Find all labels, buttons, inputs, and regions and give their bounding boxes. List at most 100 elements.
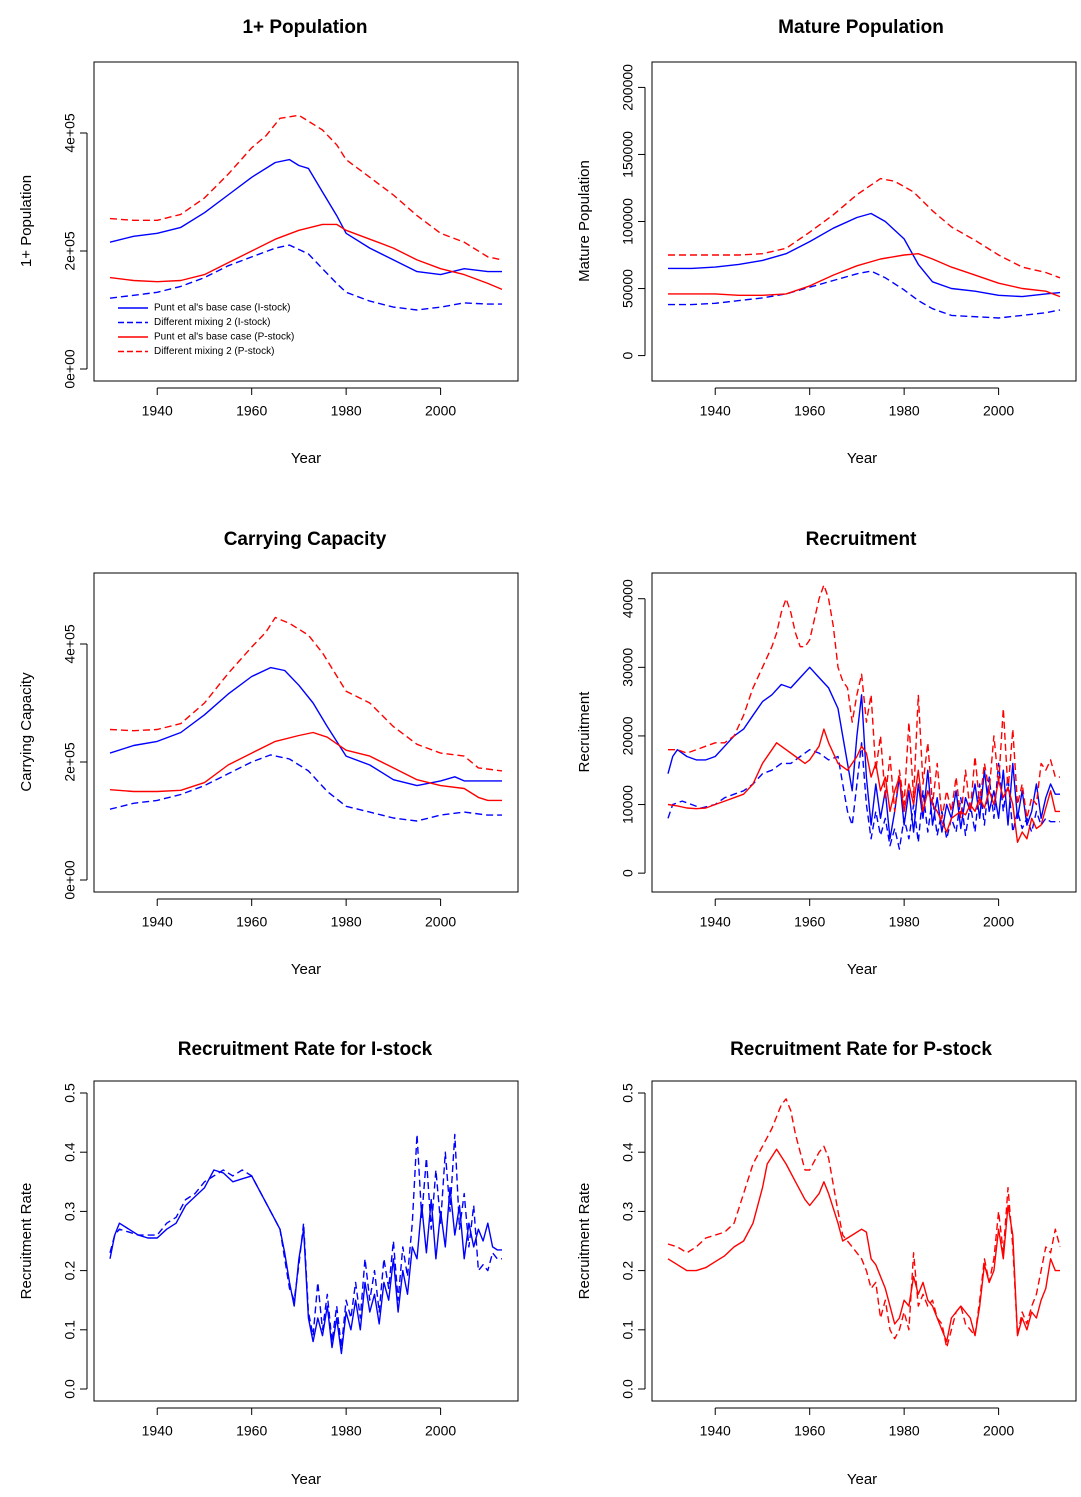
x-axis: 1940 1960 1980 2000 <box>700 898 1014 930</box>
series-line-different-mixing-2-i-stock <box>109 1133 502 1349</box>
series-line-punt-et-al-s-base-case-i-stock <box>109 158 502 276</box>
x-tick-label: 2000 <box>983 914 1014 930</box>
x-tick-label: 1940 <box>142 1423 173 1439</box>
y-axis-label: Recruitment Rate <box>18 1183 35 1300</box>
y-axis-label: Carrying Capacity <box>18 672 35 792</box>
legend: Punt et al's base case (I-stock) Differen… <box>118 303 294 357</box>
y-tick-label: 4e+05 <box>62 624 78 664</box>
x-axis: 1940 1960 1980 2000 <box>142 898 456 930</box>
x-axis-label: Year <box>291 450 321 467</box>
chart-title: Recruitment Rate for P-stock <box>730 1039 992 1060</box>
series-line-different-mixing-2-i-stock <box>668 270 1061 319</box>
x-tick-label: 1980 <box>331 1423 362 1439</box>
x-tick-label: 1960 <box>236 403 267 419</box>
x-tick-label: 1980 <box>889 914 920 930</box>
y-tick-label: 2e+05 <box>62 742 78 782</box>
x-axis-label: Year <box>291 1471 321 1488</box>
y-tick-label: 0.0 <box>620 1379 636 1399</box>
y-axis: 0e+00 2e+05 4e+05 <box>62 113 88 389</box>
y-tick-label: 0.5 <box>620 1083 636 1103</box>
x-tick-label: 1940 <box>142 914 173 930</box>
series-group <box>109 114 503 311</box>
x-tick-label: 1980 <box>889 1423 920 1439</box>
x-tick-label: 1960 <box>794 914 825 930</box>
y-tick-label: 0.4 <box>620 1142 636 1162</box>
series-line-punt-et-al-s-base-case-i-stock <box>109 1169 502 1355</box>
chart-panel-carrying-capacity: Carrying Capacity Year Carrying Capacity 19… <box>18 529 519 978</box>
x-axis-label: Year <box>291 961 321 978</box>
x-tick-label: 1980 <box>889 403 920 419</box>
x-tick-label: 1960 <box>794 1423 825 1439</box>
y-tick-label: 0.2 <box>620 1261 636 1281</box>
y-axis-label: Recruitment Rate <box>576 1183 593 1300</box>
y-tick-label: 0.1 <box>620 1320 636 1340</box>
y-tick-label: 0e+00 <box>62 860 78 900</box>
y-tick-label: 150000 <box>620 131 636 178</box>
plot-frame <box>651 572 1077 893</box>
series-line-different-mixing-2-p-stock <box>109 114 503 261</box>
chart-panel-mature-population: Mature Population Year Mature Population 19… <box>576 17 1077 467</box>
y-axis: 0.0 0.1 0.2 0.3 0.4 0.5 <box>620 1083 646 1399</box>
plot-frame <box>651 61 1077 382</box>
x-axis: 1940 1960 1980 2000 <box>142 387 456 419</box>
legend-label: Punt et al's base case (P-stock) <box>154 332 294 343</box>
series-line-different-mixing-2-i-stock <box>667 742 1060 850</box>
y-tick-label: 0.1 <box>62 1320 78 1340</box>
x-tick-label: 2000 <box>983 1423 1014 1439</box>
legend-entry: Different mixing 2 (P-stock) <box>118 346 274 357</box>
y-tick-label: 20000 <box>620 716 636 755</box>
y-tick-label: 0.2 <box>62 1261 78 1281</box>
series-line-punt-et-al-s-base-case-i-stock <box>109 666 502 787</box>
series-line-punt-et-al-s-base-case-i-stock <box>667 666 1060 840</box>
y-tick-label: 200000 <box>620 64 636 111</box>
legend-label: Different mixing 2 (P-stock) <box>154 346 274 357</box>
legend-entry: Punt et al's base case (P-stock) <box>118 332 294 343</box>
y-tick-label: 0.4 <box>62 1142 78 1162</box>
x-axis-label: Year <box>847 1471 877 1488</box>
series-line-punt-et-al-s-base-case-p-stock <box>667 1148 1060 1343</box>
chart-title: 1+ Population <box>242 17 367 38</box>
y-tick-label: 4e+05 <box>62 113 78 153</box>
series-line-punt-et-al-s-base-case-p-stock <box>109 223 503 291</box>
y-tick-label: 0.3 <box>62 1201 78 1221</box>
legend-label: Different mixing 2 (I-stock) <box>154 317 271 328</box>
y-axis: 0e+00 2e+05 4e+05 <box>62 624 88 900</box>
y-tick-label: 30000 <box>620 648 636 687</box>
plot-frame <box>93 61 519 382</box>
plot-frame <box>93 1080 519 1402</box>
legend-entry: Punt et al's base case (I-stock) <box>118 303 290 314</box>
series-line-different-mixing-2-p-stock <box>667 1098 1061 1349</box>
y-tick-label: 0.5 <box>62 1083 78 1103</box>
x-tick-label: 1940 <box>700 403 731 419</box>
x-tick-label: 2000 <box>425 914 456 930</box>
y-tick-label: 0e+00 <box>62 349 78 389</box>
y-axis: 0 50000 100000 150000 200000 <box>620 64 646 359</box>
y-tick-label: 50000 <box>620 269 636 308</box>
legend-entry: Different mixing 2 (I-stock) <box>118 317 271 328</box>
x-tick-label: 1940 <box>700 1423 731 1439</box>
series-group <box>109 1133 502 1355</box>
chart-panel-recruitment-rate-for-p-stock: Recruitment Rate for P-stock Year Recruitm… <box>576 1039 1077 1488</box>
series-line-different-mixing-2-p-stock <box>668 177 1061 279</box>
x-tick-label: 2000 <box>425 1423 456 1439</box>
x-axis: 1940 1960 1980 2000 <box>142 1407 456 1439</box>
series-line-different-mixing-2-p-stock <box>109 616 503 772</box>
y-tick-label: 0 <box>620 869 636 877</box>
y-tick-label: 0.3 <box>620 1201 636 1221</box>
plot-frame <box>93 572 519 893</box>
y-tick-label: 100000 <box>620 198 636 245</box>
legend-label: Punt et al's base case (I-stock) <box>154 303 290 314</box>
y-axis-label: 1+ Population <box>18 175 35 267</box>
chart-title: Recruitment Rate for I-stock <box>178 1039 433 1060</box>
y-axis: 0 10000 20000 30000 40000 <box>620 579 646 877</box>
x-tick-label: 1940 <box>700 914 731 930</box>
y-axis-label: Recruitment <box>576 691 593 773</box>
series-line-punt-et-al-s-base-case-p-stock <box>667 728 1060 843</box>
x-axis: 1940 1960 1980 2000 <box>700 1407 1014 1439</box>
plot-frame <box>651 1080 1077 1402</box>
y-axis: 0.0 0.1 0.2 0.3 0.4 0.5 <box>62 1083 88 1399</box>
series-line-different-mixing-2-i-stock <box>109 754 502 822</box>
y-tick-label: 10000 <box>620 785 636 824</box>
series-group <box>668 177 1061 319</box>
x-tick-label: 2000 <box>425 403 456 419</box>
